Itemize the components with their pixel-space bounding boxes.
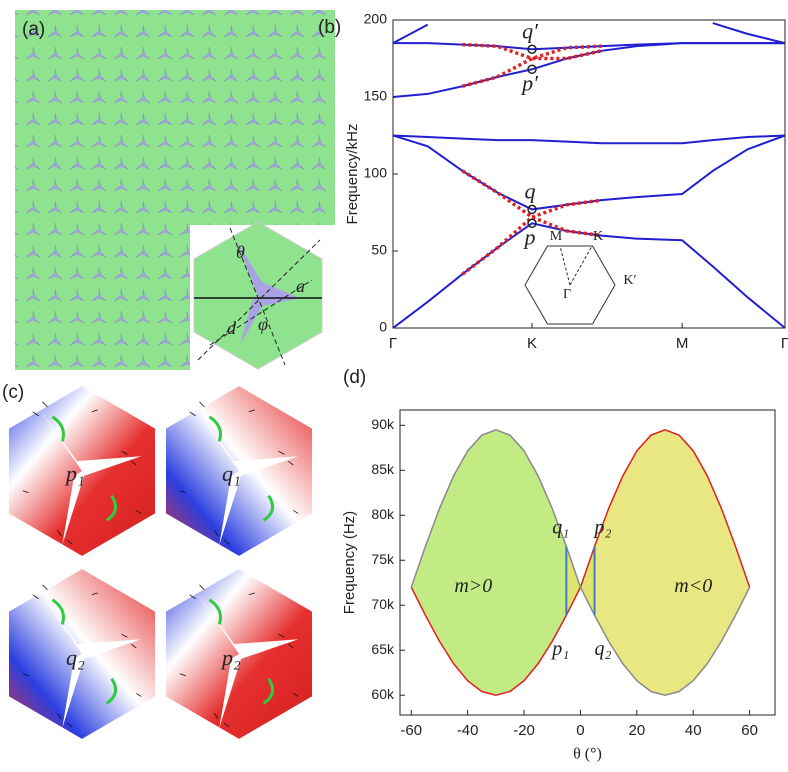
mode-label: p₂ <box>220 645 241 670</box>
y-tick-label: 50 <box>371 242 387 258</box>
x-axis-label: θ (°) <box>573 746 602 763</box>
y-tick-label: 65k <box>371 641 395 657</box>
label-theta: θ <box>236 242 245 262</box>
x-tick-label: K <box>527 335 537 352</box>
label-phi: φ <box>258 314 268 334</box>
x-tick-label: -40 <box>457 722 479 739</box>
x-tick-label: Γ <box>781 335 788 352</box>
y-tick-label: 75k <box>371 551 395 567</box>
y-tick-label: 100 <box>364 165 388 181</box>
bz-label: Γ <box>563 287 571 302</box>
marker-label: q <box>525 178 536 203</box>
x-tick-label: 20 <box>628 722 645 739</box>
mode-label: p₁ <box>64 461 85 486</box>
bz-label: K′ <box>623 273 636 288</box>
x-tick-label: 0 <box>576 722 584 739</box>
marker-label: p <box>523 224 536 249</box>
annotation: m>0 <box>454 575 492 597</box>
mode-label: q₂ <box>66 645 85 670</box>
mode-label: q₁ <box>222 461 241 486</box>
panel-label: (d) <box>343 367 366 388</box>
figure: (a) θ a d φ (b) (c) p₁ q₁ q₂ p₂ (d) 0 50 1… <box>0 0 788 767</box>
marker-label: q′ <box>522 18 539 43</box>
x-tick-label: Γ <box>389 335 397 352</box>
y-tick-label: 80k <box>371 506 395 522</box>
panel-label: (c) <box>2 382 24 403</box>
y-tick-label: 60k <box>371 686 395 702</box>
label-a: a <box>296 276 305 296</box>
x-tick-label: 60 <box>741 722 758 739</box>
x-tick-label: 40 <box>685 722 702 739</box>
bz-label: M <box>550 229 563 244</box>
bz-label: K <box>593 229 603 244</box>
band-line <box>393 43 785 97</box>
band-line <box>393 136 785 210</box>
marker-label: p′ <box>520 70 539 95</box>
y-tick-label: 85k <box>371 461 395 477</box>
band-line <box>393 136 785 144</box>
y-tick-label: 0 <box>379 319 387 335</box>
x-tick-label: -60 <box>400 722 422 739</box>
annotation: m<0 <box>674 575 712 597</box>
x-tick-label: -20 <box>513 722 535 739</box>
y-axis-label: Frequency/kHz <box>344 124 361 225</box>
band-line <box>393 23 785 43</box>
y-tick-label: 200 <box>364 11 388 27</box>
y-tick-label: 150 <box>364 88 388 104</box>
y-tick-label: 70k <box>371 596 395 612</box>
label-d: d <box>227 318 237 338</box>
y-axis-label: Frequency (Hz) <box>341 511 358 614</box>
panel-label: (b) <box>318 17 341 38</box>
annotation: p₂ <box>593 516 612 538</box>
y-tick-label: 90k <box>371 416 395 432</box>
annotation: q₂ <box>595 638 612 660</box>
x-tick-label: M <box>676 335 689 352</box>
annotation: q₁ <box>552 516 569 538</box>
panel-label: (a) <box>22 19 45 40</box>
annotation: p₁ <box>550 638 569 660</box>
